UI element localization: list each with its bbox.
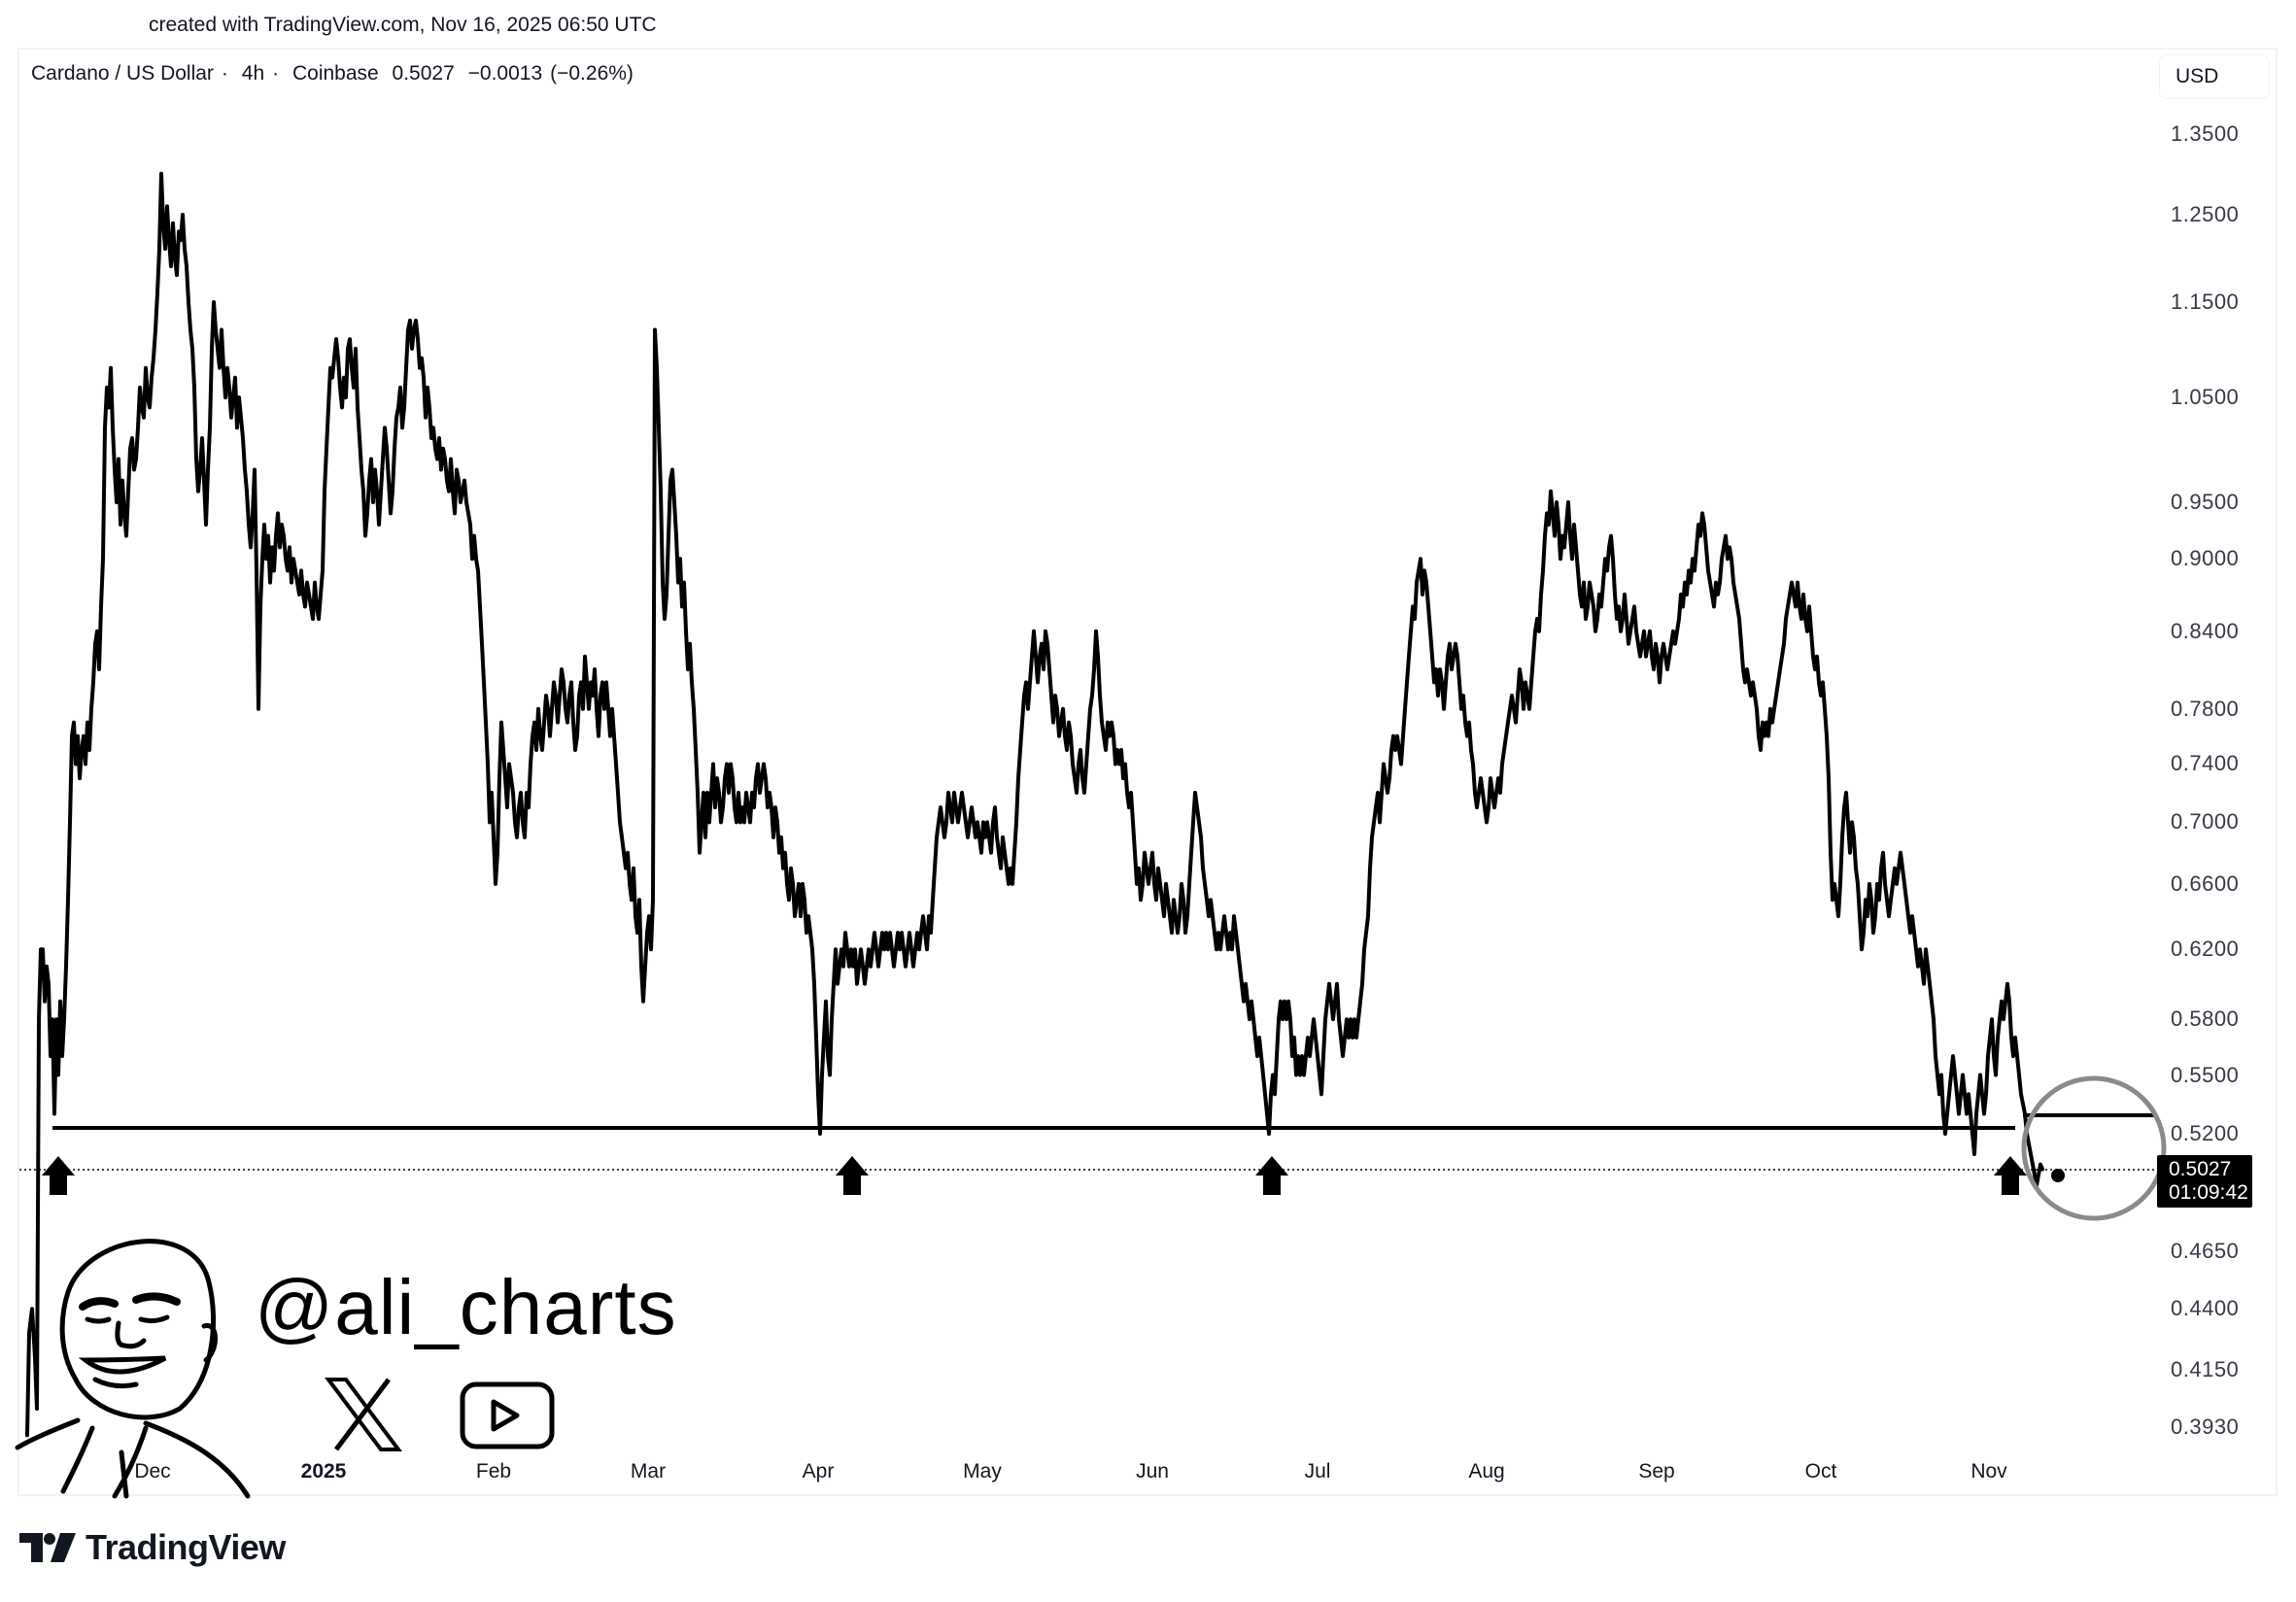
tradingview-logo[interactable]: TradingView [19, 1527, 286, 1568]
up-arrow-icon [1994, 1156, 2027, 1195]
price-axis-label: 0.6200 [2171, 937, 2240, 962]
time-axis-label: Aug [1468, 1460, 1505, 1483]
last-price-value: 0.5027 [392, 62, 455, 85]
author-handle: @ali_charts [255, 1264, 677, 1350]
price-axis-label: 0.3930 [2171, 1415, 2240, 1440]
price-axis-label: 0.6600 [2171, 870, 2240, 896]
price-axis-label: 0.7800 [2171, 696, 2240, 721]
up-arrow-icon [1255, 1156, 1288, 1195]
currency-selector-button[interactable]: USD [2159, 54, 2270, 99]
price-axis-label: 0.4400 [2171, 1296, 2240, 1321]
legend-separator: · [221, 62, 228, 85]
breakdown-circle-annotation [2021, 1075, 2167, 1221]
time-axis-label: 2025 [300, 1460, 347, 1483]
tradingview-wordmark: TradingView [86, 1527, 286, 1567]
price-axis-label: 1.2500 [2171, 202, 2240, 227]
time-axis-label: Oct [1804, 1460, 1837, 1483]
up-arrow-icon [42, 1156, 75, 1195]
youtube-play-icon[interactable] [460, 1381, 555, 1449]
up-arrow-icon [836, 1156, 869, 1195]
symbol-name[interactable]: Cardano / US Dollar [31, 62, 214, 85]
price-axis-label: 0.4650 [2171, 1238, 2240, 1263]
time-axis-label: Feb [475, 1460, 512, 1483]
time-axis-label: Jun [1136, 1460, 1169, 1483]
price-axis-label: 0.5800 [2171, 1006, 2240, 1032]
created-with-watermark: created with TradingView.com, Nov 16, 20… [149, 14, 657, 36]
exchange: Coinbase [291, 62, 379, 85]
last-price-dot [2051, 1169, 2065, 1182]
bar-countdown: 01:09:42 [2169, 1181, 2248, 1204]
price-axis-label: 0.4150 [2171, 1357, 2240, 1382]
price-axis-label: 0.9000 [2171, 546, 2240, 571]
last-price-tag: 0.5027 01:09:42 [2157, 1155, 2252, 1208]
price-change: −0.0013 [467, 62, 543, 85]
price-axis-label: 0.9500 [2171, 490, 2240, 515]
time-axis-label: Apr [802, 1460, 835, 1483]
time-axis-label: May [963, 1460, 1002, 1483]
time-axis-label: Jul [1304, 1460, 1331, 1483]
time-axis-label: Dec [134, 1460, 171, 1483]
price-axis-label: 1.0500 [2171, 385, 2240, 410]
price-axis-label: 0.7000 [2171, 809, 2240, 835]
support-line [52, 1113, 2154, 1130]
arrow-markers [42, 1156, 2027, 1195]
time-axis-label: Mar [630, 1460, 667, 1483]
price-axis-label: 0.5200 [2171, 1121, 2240, 1146]
price-axis-label: 0.5500 [2171, 1062, 2240, 1087]
price-axis-label: 0.8400 [2171, 618, 2240, 643]
x-logo-icon[interactable] [325, 1378, 402, 1451]
interval: 4h [241, 62, 265, 85]
price-axis-label: 0.7400 [2171, 751, 2240, 776]
tradingview-logo-icon [19, 1533, 76, 1562]
last-price-tag-value: 0.5027 [2169, 1158, 2232, 1180]
time-axis-label: Nov [1970, 1460, 2007, 1483]
symbol-legend: Cardano / US Dollar · 4h · Coinbase 0.5027… [31, 62, 641, 85]
price-axis-label: 1.1500 [2171, 289, 2240, 314]
price-line-series [25, 171, 2044, 1438]
avatar-illustration [15, 1239, 251, 1499]
price-axis-label: 1.3500 [2171, 121, 2240, 146]
chart-pane[interactable] [17, 48, 2278, 1496]
price-change-percent: (−0.26%) [550, 62, 634, 85]
time-axis-label: Sep [1638, 1460, 1675, 1483]
legend-separator: · [272, 62, 280, 85]
